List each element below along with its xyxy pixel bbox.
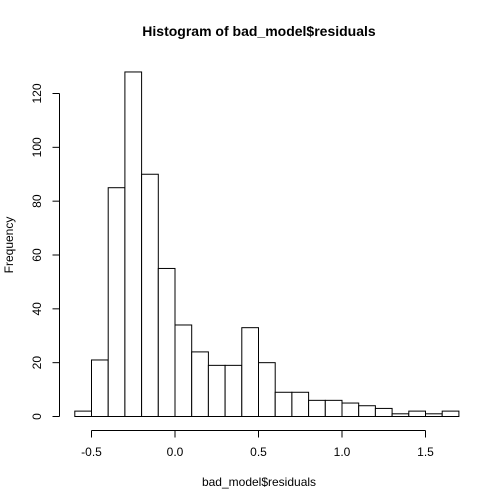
histogram-bar	[141, 173, 159, 417]
y-tick-label: 40	[30, 302, 44, 316]
x-axis-label: bad_model$residuals	[202, 475, 316, 489]
histogram-bar	[408, 410, 426, 418]
histogram-bar	[391, 413, 410, 417]
histogram-bar	[374, 407, 393, 417]
histogram-bar	[124, 71, 143, 417]
x-tick-label: 0.5	[250, 445, 267, 459]
x-tick-label: 0.0	[167, 445, 184, 459]
y-axis: 0 20 40 60 80 100 120	[30, 83, 60, 420]
x-axis: -0.5 0.0 0.5 1.0 1.5	[81, 430, 434, 459]
y-tick-label: 60	[30, 248, 44, 262]
chart-title: Histogram of bad_model$residuals	[142, 23, 376, 39]
histogram-bar	[91, 359, 109, 418]
histogram-bar	[207, 364, 226, 418]
histogram-bar	[174, 324, 193, 418]
histogram-bar	[358, 405, 376, 418]
histogram-bar	[274, 391, 293, 417]
histogram-bar	[241, 327, 260, 417]
y-tick-label: 0	[30, 413, 44, 420]
y-tick-label: 120	[30, 83, 44, 103]
histogram-bar	[441, 410, 460, 418]
x-tick-label: 1.5	[417, 445, 434, 459]
x-tick-label: 1.0	[334, 445, 351, 459]
histogram-bar	[324, 399, 343, 418]
histogram-bar	[425, 413, 443, 417]
bars-group	[74, 71, 460, 418]
histogram-bar	[224, 364, 243, 418]
histogram-bar	[291, 391, 310, 417]
histogram-bar	[341, 402, 360, 417]
y-tick-label: 80	[30, 194, 44, 208]
y-tick-label: 100	[30, 137, 44, 157]
histogram-bar	[191, 351, 209, 417]
histogram-bar	[107, 187, 126, 417]
y-tick-label: 20	[30, 356, 44, 370]
histogram-bar	[258, 362, 276, 417]
x-tick-label: -0.5	[81, 445, 102, 459]
histogram-bar	[157, 267, 176, 418]
histogram-bar	[308, 399, 326, 418]
histogram-bar	[74, 410, 93, 418]
y-axis-label: Frequency	[2, 217, 16, 274]
